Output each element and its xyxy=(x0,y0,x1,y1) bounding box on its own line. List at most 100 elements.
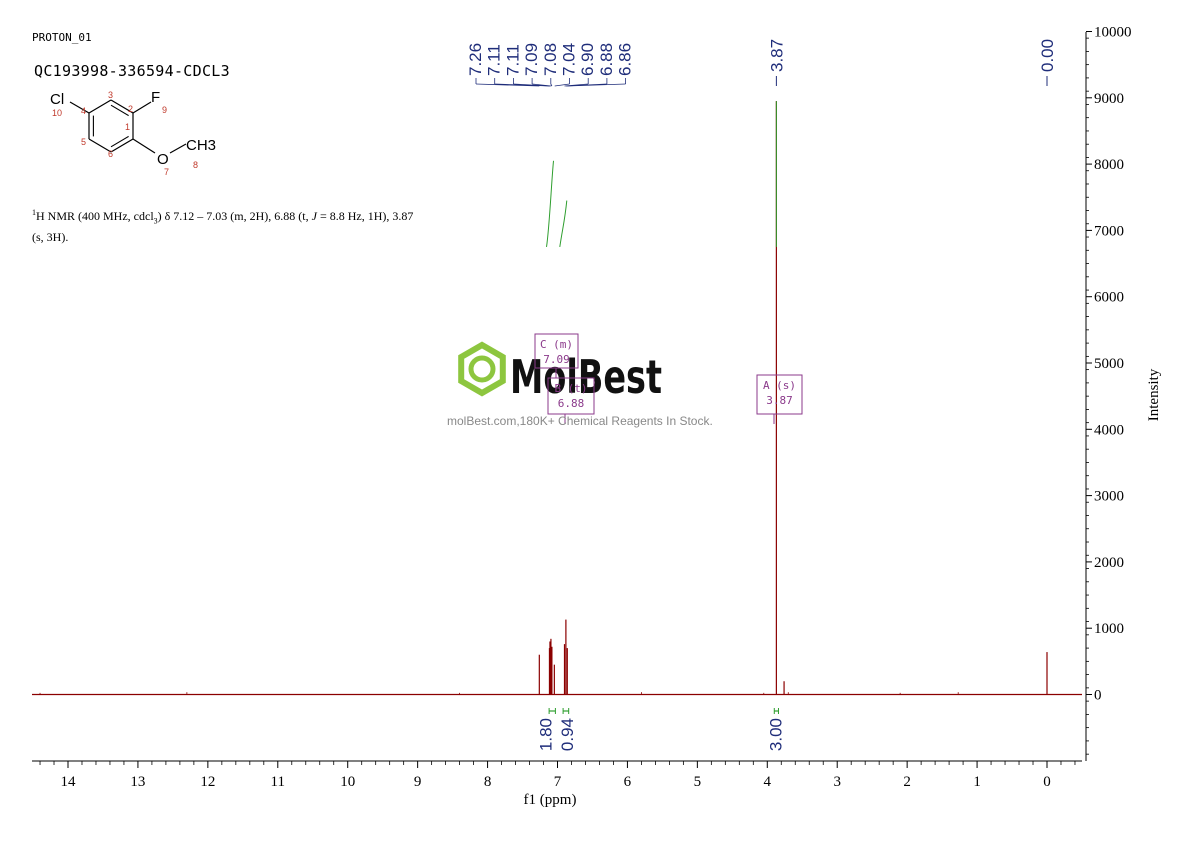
x-tick-label-8: 6 xyxy=(624,774,632,790)
integral-value-1: 0.94 xyxy=(558,718,577,751)
nmr-mid: ) δ 7.12 – 7.03 (m, 2H), 6.88 (t, xyxy=(157,209,312,223)
integral-value-2: 3.00 xyxy=(766,718,785,751)
peak-label-7: 6.88 xyxy=(597,43,616,76)
nmr-sup: 1 xyxy=(32,208,36,217)
x-tick-label-13: 1 xyxy=(973,774,981,790)
atom-number-10: 10 xyxy=(52,108,62,118)
x-axis-title: f1 (ppm) xyxy=(524,792,577,808)
axes-layer: 0100020003000400050006000700080009000100… xyxy=(32,25,1162,808)
bond-cl xyxy=(69,101,90,114)
y-tick-label-1: 1000 xyxy=(1094,621,1124,637)
bond-ch3 xyxy=(169,143,187,154)
ring-double-bond-0 xyxy=(110,104,129,117)
ring-double-bond-1 xyxy=(110,135,129,148)
peak-label-9: 3.87 xyxy=(767,39,786,72)
atom-ch3: CH3 xyxy=(186,137,216,154)
atom-o: O xyxy=(157,151,169,168)
experiment-name: PROTON_01 xyxy=(32,31,92,44)
bond-f xyxy=(132,101,152,114)
nmr-tail: = 8.8 Hz, 1H), 3.87 (s, 3H). xyxy=(32,209,414,245)
x-tick-label-2: 12 xyxy=(200,774,215,790)
peak-label-3: 7.09 xyxy=(522,43,541,76)
x-tick-label-12: 2 xyxy=(903,774,911,790)
integral-curve-0 xyxy=(546,160,555,248)
x-tick-label-0: 14 xyxy=(61,774,77,790)
x-tick-label-1: 13 xyxy=(130,774,145,790)
atom-number-3: 3 xyxy=(108,90,113,100)
multiplet-text-2-1: 3.87 xyxy=(766,394,793,407)
ring-bond-2 xyxy=(110,138,134,153)
sample-id: QC193998-336594-CDCL3 xyxy=(34,62,230,80)
watermark-logo-hexagon xyxy=(458,341,506,397)
x-tick-label-14: 0 xyxy=(1043,774,1051,790)
x-tick-label-10: 4 xyxy=(764,774,772,790)
peak-leader-2 xyxy=(513,83,550,87)
peak-label-10: 0.00 xyxy=(1038,39,1057,72)
atom-number-2: 2 xyxy=(128,104,133,114)
y-tick-label-3: 3000 xyxy=(1094,489,1124,505)
x-tick-label-11: 3 xyxy=(833,774,841,790)
y-tick-label-0: 0 xyxy=(1094,688,1102,704)
nmr-prefix: H NMR (400 MHz, cdcl xyxy=(36,209,154,223)
watermark-tagline: molBest.com,180K+ Chemical Reagents In S… xyxy=(447,414,713,428)
peak-label-6: 6.90 xyxy=(578,43,597,76)
atom-number-8: 8 xyxy=(193,160,198,170)
x-tick-label-3: 11 xyxy=(271,774,285,790)
watermark-brand: MolBest xyxy=(510,350,662,404)
nmr-sub: 3 xyxy=(153,216,158,226)
peak-leader-3 xyxy=(532,83,552,87)
peak-leader-5 xyxy=(554,83,570,87)
y-tick-label-6: 6000 xyxy=(1094,290,1124,306)
peak-leader-0 xyxy=(475,83,540,87)
y-axis-title: Intensity xyxy=(1146,368,1162,421)
atom-number-9: 9 xyxy=(162,105,167,115)
multiplet-box-2 xyxy=(756,374,803,415)
atom-number-7: 7 xyxy=(164,167,169,177)
integral-curve-1 xyxy=(559,200,568,248)
peak-label-5: 7.04 xyxy=(560,43,579,76)
peak-label-layer: 7.26 7.11 7.11 7.09 7.08 7.04 6.90 6.88 6.86 3.87… xyxy=(466,39,1057,87)
atom-cl: Cl xyxy=(50,91,64,108)
atom-number-6: 6 xyxy=(108,149,113,159)
y-tick-label-7: 7000 xyxy=(1094,223,1124,239)
y-tick-label-10: 10000 xyxy=(1094,25,1132,41)
x-tick-label-7: 7 xyxy=(554,774,562,790)
peak-leader-8 xyxy=(567,83,626,87)
multiplet-text-1-0: B (t) xyxy=(554,382,587,395)
ring-bond-3 xyxy=(88,138,112,153)
multiplet-layer: C (m) 7.09 B (t) 6.88 A (s) 3.87 xyxy=(534,333,803,424)
peak-label-0: 7.26 xyxy=(466,43,485,76)
nmr-j: J xyxy=(311,209,317,223)
x-tick-label-6: 8 xyxy=(484,774,492,790)
atom-number-5: 5 xyxy=(81,137,86,147)
x-tick-label-5: 9 xyxy=(414,774,422,790)
x-tick-label-4: 10 xyxy=(340,774,355,790)
peak-label-1: 7.11 xyxy=(485,44,504,76)
watermark-layer: MolBest xyxy=(458,341,662,404)
multiplet-text-0-0: C (m) xyxy=(540,338,573,351)
integral-value-0: 1.80 xyxy=(536,718,555,751)
peak-leader-4 xyxy=(550,83,553,87)
peak-label-8: 6.86 xyxy=(616,43,635,76)
watermark-logo-circle xyxy=(468,355,496,383)
bond-o xyxy=(132,138,156,154)
nmr-description: 1H NMR (400 MHz, cdcl3) δ 7.12 – 7.03 (m… xyxy=(32,205,422,245)
y-tick-label-8: 8000 xyxy=(1094,157,1124,173)
multiplet-text-0-1: 7.09 xyxy=(543,353,570,366)
atom-number-1: 1 xyxy=(125,122,130,132)
atom-f: F xyxy=(151,89,160,106)
y-tick-label-9: 9000 xyxy=(1094,91,1124,107)
y-tick-label-5: 5000 xyxy=(1094,356,1124,372)
x-tick-label-9: 5 xyxy=(694,774,702,790)
peak-label-2: 7.11 xyxy=(503,44,522,76)
ring-bond-5 xyxy=(88,99,112,114)
atom-number-4: 4 xyxy=(81,106,86,116)
integral-layer: 1.80 0.94 3.00 xyxy=(536,101,785,751)
multiplet-box-1 xyxy=(547,377,595,415)
y-tick-label-4: 4000 xyxy=(1094,422,1124,438)
multiplet-text-1-1: 6.88 xyxy=(558,397,585,410)
y-tick-label-2: 2000 xyxy=(1094,555,1124,571)
ring-bond-0 xyxy=(110,99,134,114)
structure-layer: Cl F O CH3 1 2 3 4 5 6 7 8 9 10 xyxy=(50,89,216,177)
